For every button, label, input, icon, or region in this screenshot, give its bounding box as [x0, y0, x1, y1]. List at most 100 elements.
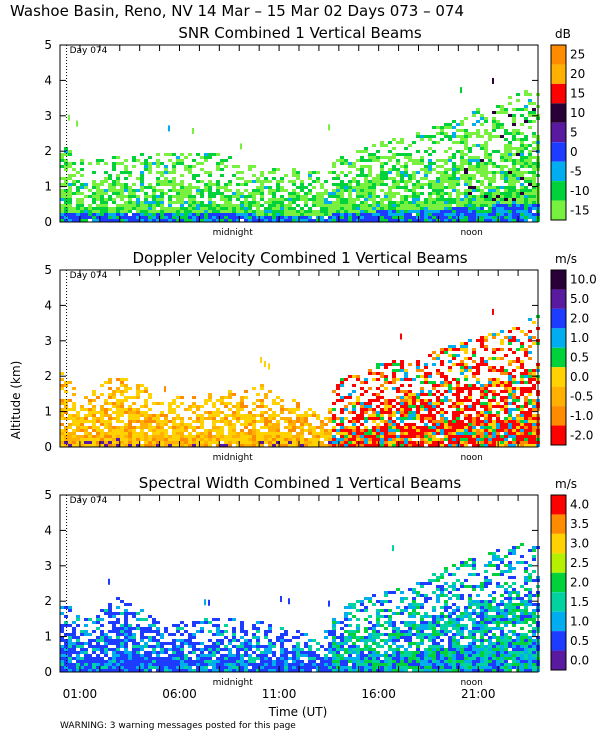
echo-cell — [380, 411, 384, 414]
echo-cell — [524, 198, 528, 201]
echo-cell — [72, 633, 76, 636]
echo-cell — [520, 213, 524, 216]
echo-cell — [216, 207, 220, 210]
echo-cell — [404, 201, 408, 204]
echo-cell — [268, 408, 272, 411]
echo-cell — [208, 216, 212, 219]
echo-cell — [224, 198, 228, 201]
echo-cell — [120, 186, 124, 189]
echo-cell — [224, 441, 228, 444]
echo-cell — [276, 180, 280, 183]
echo-cell — [404, 408, 408, 411]
echo-cell — [460, 432, 464, 435]
echo-cell — [436, 354, 440, 357]
echo-cell — [128, 195, 132, 198]
echo-cell — [136, 201, 140, 204]
echo-cell — [280, 645, 284, 648]
echo-cell — [388, 423, 392, 426]
echo-cell — [176, 648, 180, 651]
echo-cell — [68, 438, 72, 441]
echo-cell — [528, 165, 532, 168]
echo-cell — [460, 123, 464, 126]
echo-cell — [512, 420, 516, 423]
echo-cell — [144, 414, 148, 417]
echo-cell — [432, 357, 436, 360]
echo-cell — [472, 204, 476, 207]
echo-cell — [164, 438, 168, 441]
echo-cell — [508, 339, 512, 342]
echo-cell — [464, 369, 468, 372]
echo-cell — [520, 138, 524, 141]
echo-cell — [260, 663, 264, 666]
echo-cell — [208, 201, 212, 204]
echo-cell — [504, 435, 508, 438]
echo-cell — [440, 372, 444, 375]
echo-cell — [456, 405, 460, 408]
echo-cell — [436, 390, 440, 393]
echo-cell — [100, 192, 104, 195]
echo-cell — [468, 423, 472, 426]
echo-cell — [492, 351, 496, 354]
echo-cell — [400, 420, 404, 423]
echo-cell — [372, 201, 376, 204]
echo-cell — [504, 396, 508, 399]
echo-cell — [460, 348, 464, 351]
echo-cell — [288, 201, 292, 204]
echo-cell — [528, 201, 532, 204]
echo-cell — [220, 417, 224, 420]
echo-cell — [512, 123, 516, 126]
echo-cell — [392, 441, 396, 444]
echo-cell — [380, 441, 384, 444]
echo-cell — [180, 429, 184, 432]
echo-cell — [328, 432, 332, 435]
echo-cell — [252, 414, 256, 417]
echo-cell — [252, 201, 256, 204]
echo-cell — [400, 141, 404, 144]
echo-cell — [528, 126, 532, 129]
echo-cell — [76, 651, 80, 654]
echo-cell — [180, 654, 184, 657]
colorbar-label: -1.0 — [570, 409, 593, 423]
echo-cell — [200, 210, 204, 213]
echo-cell — [500, 123, 504, 126]
echo-cell — [280, 660, 284, 663]
echo-cell — [472, 351, 476, 354]
echo-cell — [144, 402, 148, 405]
echo-cell — [420, 435, 424, 438]
echo-cell — [464, 180, 468, 183]
echo-cell — [348, 375, 352, 378]
echo-cell — [144, 195, 148, 198]
echo-cell — [452, 435, 456, 438]
echo-cell — [256, 627, 260, 630]
echo-cell — [204, 645, 208, 648]
echo-cell — [88, 633, 92, 636]
echo-cell — [500, 372, 504, 375]
echo-cell — [404, 369, 408, 372]
echo-cell — [124, 645, 128, 648]
echo-cell — [400, 366, 404, 369]
echo-cell — [444, 396, 448, 399]
echo-cell — [336, 159, 340, 162]
echo-cell — [208, 432, 212, 435]
echo-cell — [400, 399, 404, 402]
echo-cell — [124, 666, 128, 669]
echo-cell — [248, 642, 252, 645]
echo-cell — [364, 174, 368, 177]
echo-cell — [216, 165, 220, 168]
echo-cell — [532, 429, 536, 432]
echo-cell — [120, 642, 124, 645]
echo-cell — [288, 204, 292, 207]
echo-cell — [112, 624, 116, 627]
echo-cell — [480, 405, 484, 408]
echo-cell — [216, 162, 220, 165]
echo-cell — [500, 405, 504, 408]
echo-cell — [204, 204, 208, 207]
echo-cell — [428, 438, 432, 441]
echo-cell — [440, 198, 444, 201]
echo-cell — [464, 135, 468, 138]
echo-cell — [232, 627, 236, 630]
echo-cell — [288, 198, 292, 201]
echo-cell — [504, 387, 508, 390]
echo-cell — [432, 420, 436, 423]
